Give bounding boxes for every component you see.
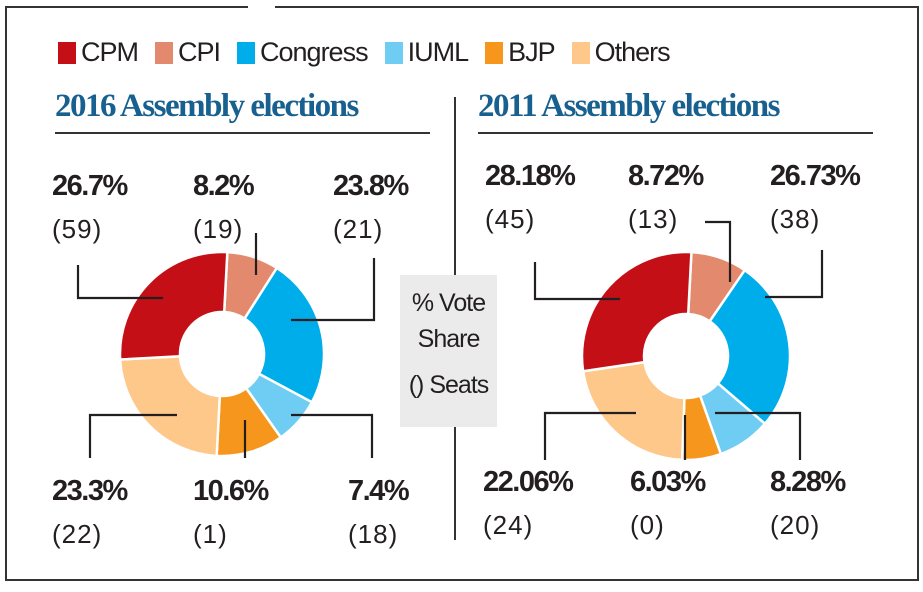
leader-line [291, 258, 376, 322]
frame-border-left [5, 6, 919, 581]
label-2016-bjp-pct: 10.6% [193, 475, 269, 507]
label-2011-others-pct: 22.06% [483, 466, 574, 498]
donut-slice-2011-cpm [580, 250, 693, 373]
label-2011-cpi-pct: 8.72% [628, 160, 704, 192]
donut-slice-2011-others [581, 360, 686, 462]
legend-swatch [571, 41, 590, 64]
leader-line [543, 411, 636, 460]
leader-line [533, 262, 620, 301]
legend-label: CPM [81, 37, 139, 67]
legend-swatch [237, 41, 256, 64]
legend-item-cpm: CPM [58, 37, 139, 68]
legend-swatch [155, 41, 173, 64]
label-2011-bjp-seats: (0) [630, 510, 665, 540]
legend-item-bjp: BJP [485, 37, 556, 68]
leader-line [705, 220, 732, 282]
label-2011-congress-seats: (38) [770, 204, 821, 234]
note-line: () Seats [408, 371, 490, 399]
legend-item-congress: Congress [237, 37, 369, 68]
legend-label: BJP [508, 37, 556, 67]
label-2011-cpm-seats: (45) [485, 204, 536, 234]
key-note: % Vote Share () Seats [400, 275, 497, 427]
label-2016-cpi-pct: 8.2% [193, 170, 255, 202]
label-2011-others-seats: (24) [483, 510, 534, 540]
label-2016-cpm-seats: (59) [52, 214, 103, 244]
label-2011-congress-pct: 26.73% [770, 160, 861, 192]
label-2011-cpm-pct: 28.18% [485, 160, 576, 192]
leader-line [88, 413, 177, 458]
donut-slice-2016-congress [242, 266, 326, 404]
legend-label: Congress [260, 37, 369, 67]
legend-swatch [384, 41, 403, 64]
note-line: % Vote [411, 289, 486, 317]
label-2016-cpi-seats: (19) [193, 214, 244, 244]
label-2016-congress-pct: 23.8% [333, 170, 409, 202]
legend-item-others: Others [571, 37, 671, 68]
legend-swatch [485, 41, 504, 64]
label-2016-cpm-pct: 26.7% [52, 170, 128, 202]
label-2016-iuml-seats: (18) [348, 519, 399, 549]
label-2016-bjp-seats: (1) [193, 519, 228, 549]
label-2016-congress-seats: (21) [333, 214, 384, 244]
legend-item-cpi: CPI [155, 37, 221, 68]
legend-label: Others [594, 37, 671, 67]
label-2011-iuml-seats: (20) [770, 510, 821, 540]
leader-line [715, 411, 802, 460]
leader-line [291, 413, 374, 458]
legend-item-iuml: IUML [384, 37, 470, 68]
legend-label: CPI [178, 37, 221, 67]
legend-swatch [58, 41, 76, 64]
legend-label: IUML [407, 37, 470, 67]
leader-line [765, 250, 824, 299]
donut-slice-2016-others [118, 354, 222, 458]
label-2016-iuml-pct: 7.4% [348, 475, 410, 507]
legend: CPM CPI Congress IUML BJP Others [58, 37, 687, 68]
label-2011-iuml-pct: 8.28% [770, 466, 846, 498]
label-2016-others-pct: 23.3% [52, 475, 128, 507]
title-2016: 2016 Assembly elections [55, 88, 359, 124]
label-2011-bjp-pct: 6.03% [630, 466, 706, 498]
title-2011: 2011 Assembly elections [478, 88, 781, 124]
label-2016-others-seats: (22) [52, 519, 103, 549]
donut-slice-2016-cpm [118, 250, 229, 361]
note-line: Share [417, 325, 481, 353]
leader-line [76, 265, 163, 300]
label-2011-cpi-seats: (13) [628, 204, 679, 234]
leader-lines [76, 220, 824, 460]
